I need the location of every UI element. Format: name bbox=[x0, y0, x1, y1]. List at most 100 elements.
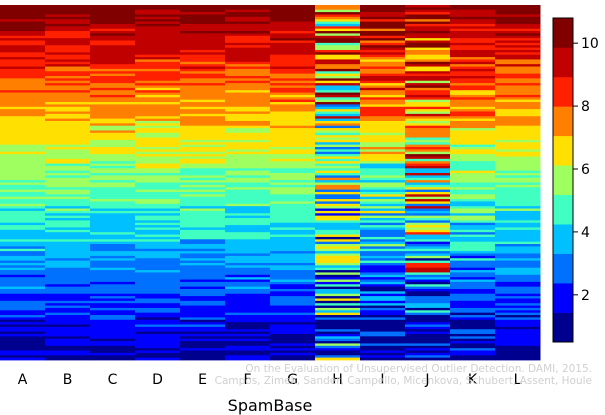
heatmap-cell bbox=[495, 109, 541, 112]
heatmap-cell bbox=[225, 177, 271, 181]
heatmap-cell bbox=[225, 322, 271, 325]
heatmap-cell bbox=[270, 102, 316, 105]
heatmap-cell bbox=[135, 132, 181, 136]
heatmap-cell bbox=[0, 68, 46, 72]
heatmap-cell bbox=[405, 338, 451, 342]
heatmap-cell bbox=[270, 234, 316, 238]
heatmap-cell bbox=[360, 352, 406, 356]
heatmap-cell bbox=[135, 5, 181, 8]
heatmap-cell bbox=[225, 47, 271, 51]
heatmap-cell bbox=[360, 87, 406, 91]
heatmap-cell bbox=[270, 16, 316, 20]
heatmap-cell bbox=[225, 57, 271, 60]
heatmap-cell bbox=[360, 182, 406, 186]
heatmap-cell bbox=[90, 274, 136, 278]
heatmap-cell bbox=[495, 300, 541, 304]
heatmap-cell bbox=[225, 16, 271, 20]
heatmap-cell bbox=[315, 33, 361, 37]
heatmap-cell bbox=[45, 270, 91, 273]
heatmap-cell bbox=[135, 222, 181, 226]
heatmap-cell bbox=[360, 94, 406, 98]
heatmap-cell bbox=[135, 21, 181, 25]
heatmap-cell bbox=[405, 227, 451, 231]
heatmap-cell bbox=[225, 208, 271, 212]
heatmap-cell bbox=[495, 12, 541, 15]
heatmap-cell bbox=[90, 296, 136, 299]
heatmap-cell bbox=[45, 215, 91, 219]
heatmap-cell bbox=[135, 161, 181, 164]
heatmap-cell bbox=[270, 26, 316, 30]
heatmap-cell bbox=[135, 123, 181, 127]
heatmap-cell bbox=[90, 83, 136, 86]
heatmap-cell bbox=[0, 279, 46, 283]
heatmap-cell bbox=[180, 87, 226, 91]
heatmap-cell bbox=[135, 317, 181, 321]
heatmap-cell bbox=[0, 248, 46, 252]
heatmap-cell bbox=[45, 357, 91, 361]
heatmap-cell bbox=[45, 253, 91, 257]
heatmap-cell bbox=[180, 116, 226, 119]
heatmap-cell bbox=[450, 26, 496, 30]
heatmap-cell bbox=[90, 14, 136, 18]
heatmap-cell bbox=[0, 16, 46, 20]
heatmap-cell bbox=[315, 149, 361, 153]
heatmap-cell bbox=[90, 336, 136, 340]
heatmap-cell bbox=[45, 229, 91, 233]
heatmap-cell bbox=[135, 35, 181, 39]
heatmap-cell bbox=[225, 118, 271, 122]
heatmap-cell bbox=[0, 33, 46, 37]
heatmap-cell bbox=[405, 307, 451, 311]
heatmap-cell bbox=[360, 277, 406, 280]
heatmap-cell bbox=[495, 78, 541, 82]
heatmap-cell bbox=[225, 199, 271, 202]
heatmap-cell bbox=[180, 21, 226, 25]
heatmap-cell bbox=[45, 343, 91, 347]
heatmap-cell bbox=[495, 177, 541, 181]
heatmap-cell bbox=[405, 54, 451, 58]
heatmap-cell bbox=[495, 92, 541, 96]
heatmap-cell bbox=[495, 239, 541, 243]
heatmap-cell bbox=[450, 305, 496, 309]
heatmap-cell bbox=[450, 173, 496, 176]
heatmap-cell bbox=[45, 203, 91, 207]
heatmap-cell bbox=[495, 106, 541, 110]
heatmap-cell bbox=[450, 201, 496, 205]
heatmap-cell bbox=[135, 241, 181, 245]
heatmap-cell bbox=[180, 125, 226, 129]
heatmap-cell bbox=[405, 9, 451, 13]
heatmap-cell bbox=[315, 135, 361, 138]
heatmap-cell bbox=[180, 222, 226, 226]
heatmap-cell bbox=[225, 310, 271, 314]
heatmap-cell bbox=[450, 97, 496, 101]
heatmap-cell bbox=[180, 92, 226, 96]
heatmap-cell bbox=[45, 300, 91, 304]
heatmap-cell bbox=[360, 279, 406, 283]
heatmap-cell bbox=[45, 248, 91, 252]
heatmap-cell bbox=[135, 38, 181, 41]
heatmap-cell bbox=[135, 220, 181, 224]
heatmap-cell bbox=[405, 267, 451, 271]
heatmap-cell bbox=[360, 47, 406, 51]
heatmap-cell bbox=[360, 12, 406, 15]
heatmap-cell bbox=[405, 125, 451, 129]
heatmap-cell bbox=[90, 31, 136, 34]
heatmap-cell bbox=[270, 97, 316, 101]
heatmap-cell bbox=[315, 312, 361, 316]
heatmap-cell bbox=[135, 333, 181, 337]
heatmap-cell bbox=[45, 315, 91, 318]
heatmap-cell bbox=[495, 220, 541, 224]
heatmap-cell bbox=[45, 222, 91, 226]
heatmap-cell bbox=[360, 78, 406, 82]
heatmap-cell bbox=[0, 40, 46, 44]
heatmap-cell bbox=[225, 68, 271, 72]
heatmap-cell bbox=[270, 113, 316, 117]
heatmap-cell bbox=[405, 147, 451, 150]
heatmap-cell bbox=[90, 128, 136, 131]
heatmap-cell bbox=[405, 303, 451, 306]
colorbar-swatch bbox=[553, 76, 573, 107]
heatmap-cell bbox=[0, 111, 46, 115]
heatmap-cell bbox=[315, 16, 361, 20]
heatmap-cell bbox=[90, 317, 136, 321]
heatmap-cell bbox=[405, 265, 451, 269]
heatmap-cell bbox=[135, 97, 181, 101]
